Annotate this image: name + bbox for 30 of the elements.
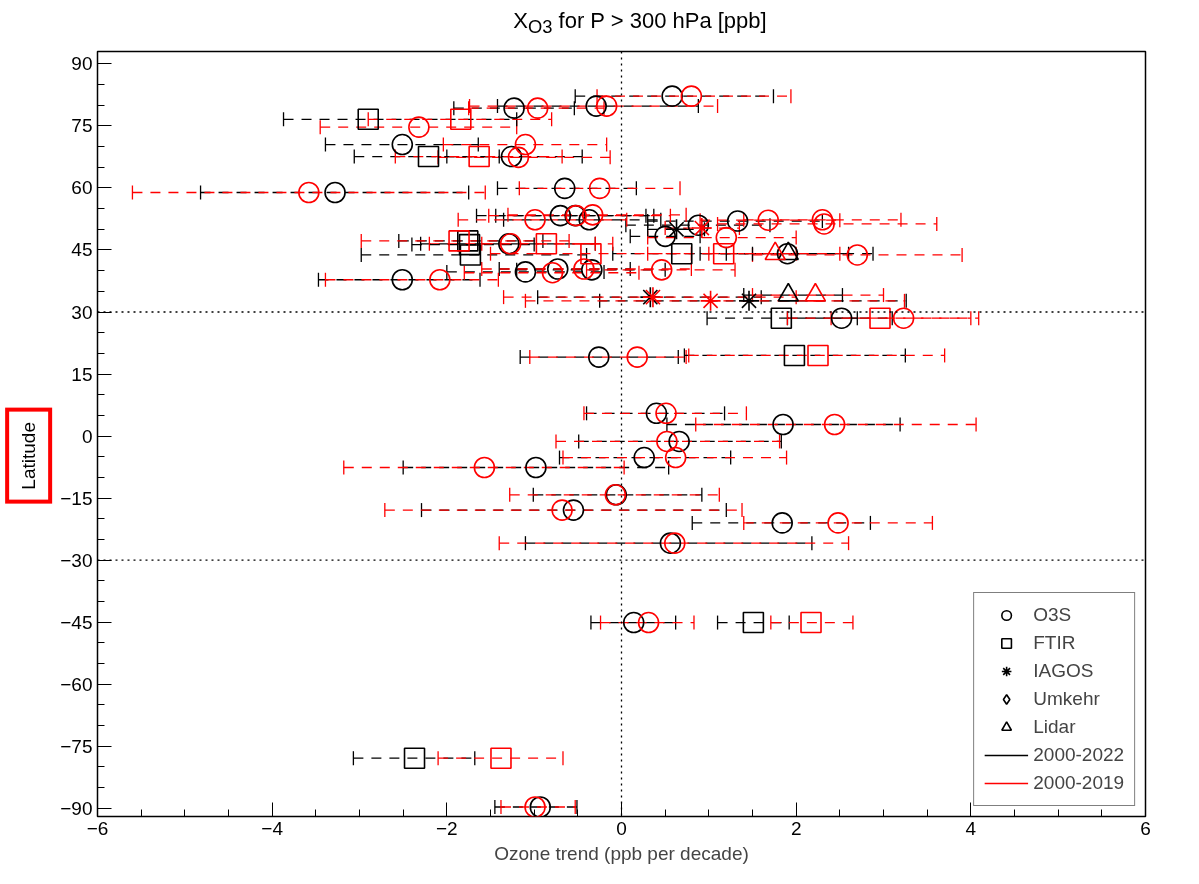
x-tick-label: 6: [1140, 817, 1151, 839]
y-tick-label: −60: [60, 673, 93, 695]
y-tick-label: −30: [60, 549, 93, 571]
legend-label: FTIR: [1033, 631, 1076, 654]
y-tick-label: −75: [60, 735, 93, 757]
legend-label: 2000-2022: [1033, 743, 1125, 766]
legend-label: O3S: [1033, 603, 1072, 626]
y-tick-label: 60: [71, 177, 93, 199]
x-tick-label: −4: [261, 817, 284, 839]
x-tick-label: −6: [86, 817, 109, 839]
legend-label: Lidar: [1033, 715, 1076, 738]
y-tick-label: 30: [71, 301, 93, 323]
x-tick-label: −2: [436, 817, 458, 839]
legend-label: Umkehr: [1033, 687, 1100, 710]
y-tick-label: 15: [71, 363, 93, 385]
x-tick-label: 0: [616, 817, 627, 839]
y-tick-label: −90: [60, 797, 93, 819]
y-tick-label: 75: [71, 114, 93, 136]
y-tick-label: 45: [71, 239, 93, 261]
y-tick-label: −15: [60, 487, 93, 509]
x-tick-label: 4: [965, 817, 977, 839]
x-axis-title: Ozone trend (ppb per decade): [494, 842, 749, 864]
y-tick-label: 0: [82, 425, 93, 447]
chart-title: X$_{O3}$ for P > 300 hPa [ppb]: [513, 7, 767, 40]
x-tick-label: 2: [791, 817, 802, 839]
y-tick-label: −45: [60, 611, 93, 633]
legend-label: 2000-2019: [1033, 771, 1125, 794]
legend-label: IAGOS: [1033, 659, 1094, 682]
y-tick-label: 90: [71, 52, 93, 74]
y-axis-title: Latitude: [17, 421, 40, 490]
